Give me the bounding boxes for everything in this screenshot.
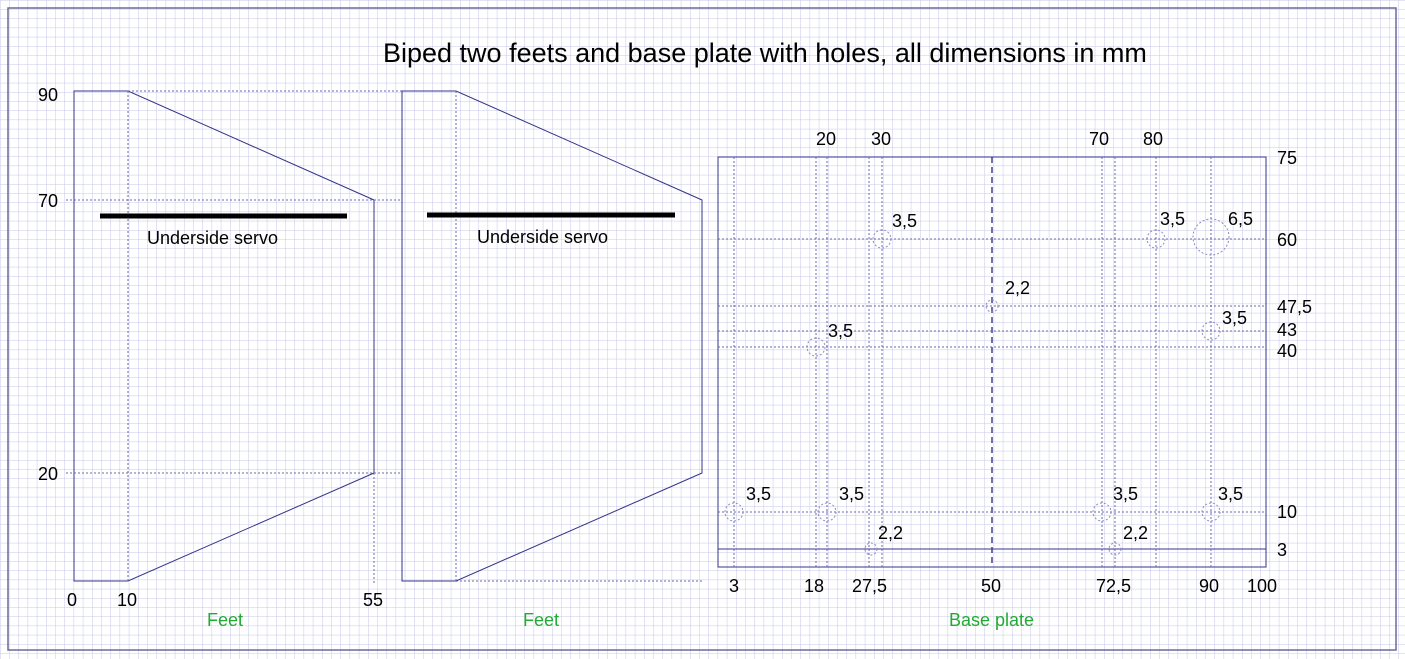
plate-bottom-label-100: 100	[1247, 576, 1277, 596]
plate-right-label-75: 75	[1277, 148, 1297, 168]
hole-label-30-60: 3,5	[892, 211, 917, 231]
hole-27-5-3	[864, 542, 878, 556]
plate-top-label-80: 80	[1143, 129, 1163, 149]
feet-caption-left: Feet	[207, 610, 243, 630]
plate-bottom-label-90: 90	[1199, 576, 1219, 596]
hole-72-5-3	[1108, 542, 1122, 556]
plate-bottom-label-27-5: 27,5	[852, 576, 887, 596]
hole-label-90-10: 3,5	[1218, 484, 1243, 504]
hole-72-5-10	[1092, 502, 1112, 522]
hole-50-47-5	[985, 299, 999, 313]
plate-bottom-label-72-5: 72,5	[1096, 576, 1131, 596]
plate-right-label-47-5: 47,5	[1277, 297, 1312, 317]
hole-label-27-5-3: 2,2	[878, 523, 903, 543]
hole-3-10	[724, 502, 744, 522]
plate-right-label-40: 40	[1277, 341, 1297, 361]
plate-right-label-3: 3	[1277, 540, 1287, 560]
base-plate: 3,5 3,5 6,5 2,2 3,5 3,5 3,5 3,5 3,5 3,5 …	[717, 129, 1312, 630]
feet-x-label-10: 10	[117, 590, 137, 610]
servo-label-left: Underside servo	[147, 228, 278, 248]
plate-right-label-43: 43	[1277, 320, 1297, 340]
plate-top-label-70: 70	[1089, 129, 1109, 149]
plate-bottom-label-18: 18	[804, 576, 824, 596]
hole-90-43	[1201, 321, 1221, 341]
feet-y-label-70: 70	[38, 191, 58, 211]
feet-caption-right: Feet	[523, 610, 559, 630]
plate-top-label-20: 20	[816, 129, 836, 149]
plate-bottom-label-3: 3	[729, 576, 739, 596]
sheet-border	[7, 7, 1397, 651]
hole-label-3-10: 3,5	[746, 484, 771, 504]
hole-label-72-5-10: 3,5	[1113, 484, 1138, 504]
hole-label-90-43: 3,5	[1222, 308, 1247, 328]
servo-label-right: Underside servo	[477, 227, 608, 247]
hole-30-60	[872, 229, 892, 249]
hole-18-40	[806, 337, 826, 357]
plate-right-label-10: 10	[1277, 502, 1297, 522]
hole-label-90-60: 6,5	[1228, 209, 1253, 229]
feet-x-label-0: 0	[67, 590, 77, 610]
right-foot: Underside servo	[401, 90, 703, 582]
drawing-title: Biped two feets and base plate with hole…	[383, 38, 1147, 68]
plate-bottom-label-50: 50	[981, 576, 1001, 596]
base-plate-caption: Base plate	[949, 610, 1034, 630]
hole-label-80-60: 3,5	[1160, 209, 1185, 229]
hole-label-18-40: 3,5	[828, 321, 853, 341]
plate-top-label-30: 30	[871, 129, 891, 149]
hole-label-72-5-3: 2,2	[1123, 523, 1148, 543]
hole-90-60	[1192, 218, 1230, 256]
feet-x-label-55: 55	[363, 590, 383, 610]
hole-80-60	[1146, 229, 1166, 249]
hole-18-10	[817, 502, 837, 522]
feet-y-label-90: 90	[38, 85, 58, 105]
plate-right-label-60: 60	[1277, 230, 1297, 250]
hole-90-10	[1201, 502, 1221, 522]
feet-y-label-20: 20	[38, 464, 58, 484]
hole-label-50-47-5: 2,2	[1005, 278, 1030, 298]
hole-label-18-10: 3,5	[839, 484, 864, 504]
